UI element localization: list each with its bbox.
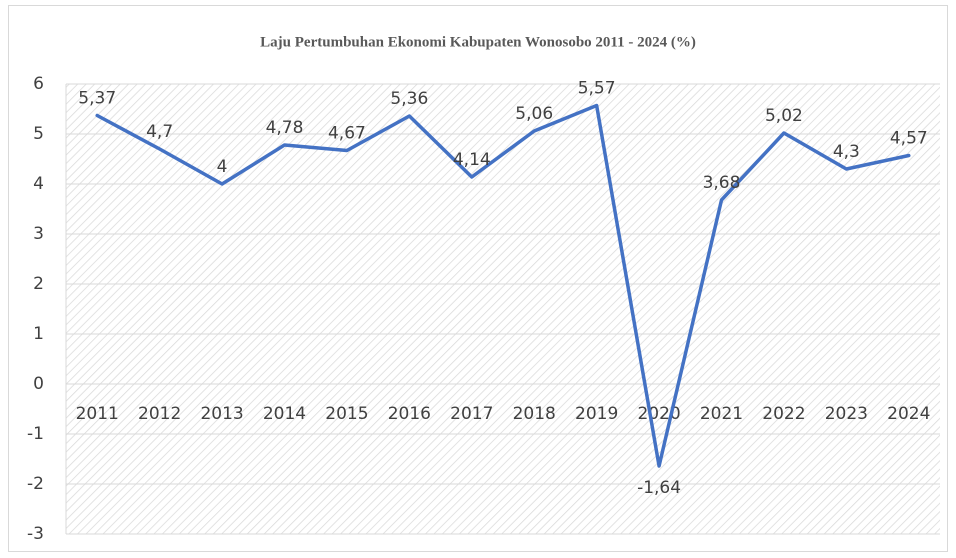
y-tick-label: 0 bbox=[33, 374, 44, 394]
data-label: 4,78 bbox=[266, 118, 304, 138]
y-tick-label: 6 bbox=[33, 74, 44, 94]
x-tick-label: 2022 bbox=[762, 404, 805, 424]
data-label: 5,02 bbox=[765, 106, 803, 126]
x-tick-label: 2013 bbox=[200, 404, 243, 424]
data-label: 5,06 bbox=[515, 104, 553, 124]
plot-background bbox=[66, 84, 940, 534]
data-label: 4,57 bbox=[890, 129, 928, 149]
data-label: 5,37 bbox=[78, 89, 116, 109]
x-tick-label: 2012 bbox=[138, 404, 181, 424]
x-tick-label: 2015 bbox=[325, 404, 368, 424]
x-tick-label: 2011 bbox=[76, 404, 119, 424]
x-tick-label: 2019 bbox=[575, 404, 618, 424]
data-label: 4 bbox=[217, 157, 228, 177]
y-tick-label: 1 bbox=[33, 324, 44, 344]
data-label: 4,67 bbox=[328, 124, 366, 144]
data-label: 4,3 bbox=[833, 142, 860, 162]
x-tick-label: 2023 bbox=[825, 404, 868, 424]
x-tick-label: 2024 bbox=[887, 404, 930, 424]
data-label: 4,7 bbox=[146, 122, 173, 142]
data-label: 4,14 bbox=[453, 150, 491, 170]
x-tick-label: 2017 bbox=[450, 404, 493, 424]
y-tick-label: -3 bbox=[27, 524, 44, 544]
data-label: 5,57 bbox=[578, 79, 616, 99]
y-tick-label: -2 bbox=[27, 474, 44, 494]
x-tick-label: 2018 bbox=[513, 404, 556, 424]
y-tick-label: -1 bbox=[27, 424, 44, 444]
y-tick-label: 3 bbox=[33, 224, 44, 244]
y-tick-label: 2 bbox=[33, 274, 44, 294]
data-label: 5,36 bbox=[390, 89, 428, 109]
data-label: -1,64 bbox=[637, 478, 681, 498]
data-label: 3,68 bbox=[703, 173, 741, 193]
chart-title: Laju Pertumbuhan Ekonomi Kabupaten Wonos… bbox=[260, 34, 696, 50]
y-tick-label: 4 bbox=[33, 174, 44, 194]
x-tick-label: 2016 bbox=[388, 404, 431, 424]
data-line bbox=[95, 103, 911, 468]
x-tick-label: 2021 bbox=[700, 404, 743, 424]
y-tick-label: 5 bbox=[33, 124, 44, 144]
x-tick-label: 2014 bbox=[263, 404, 306, 424]
